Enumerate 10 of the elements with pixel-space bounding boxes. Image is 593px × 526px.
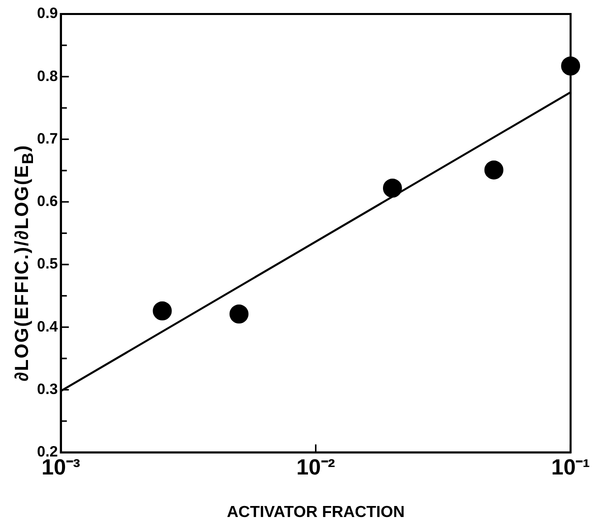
y-tick-label: 0.5 (36, 256, 58, 273)
x-axis-title: ACTIVATOR FRACTION (226, 504, 405, 521)
x-tick-label: 10⁻² (296, 454, 336, 480)
y-tick-label: 0.8 (36, 68, 58, 85)
x-tick-label: 10⁻¹ (551, 454, 590, 480)
y-tick-label: 0.7 (36, 130, 58, 148)
y-tick-label: 0.6 (36, 193, 58, 210)
y-tick-label: 0.4 (36, 318, 58, 336)
y-tick-label: 0.3 (36, 380, 58, 398)
y-tick-label: 0.9 (36, 5, 58, 22)
